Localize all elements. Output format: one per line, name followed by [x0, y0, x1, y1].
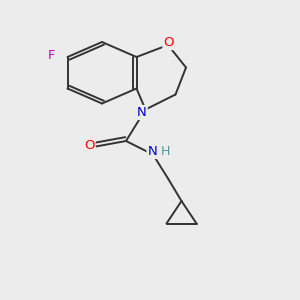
Text: O: O — [163, 36, 174, 49]
Text: F: F — [48, 49, 56, 62]
Text: N: N — [137, 106, 147, 119]
Text: O: O — [84, 139, 95, 152]
Text: H: H — [161, 145, 170, 158]
Text: N: N — [148, 145, 157, 158]
